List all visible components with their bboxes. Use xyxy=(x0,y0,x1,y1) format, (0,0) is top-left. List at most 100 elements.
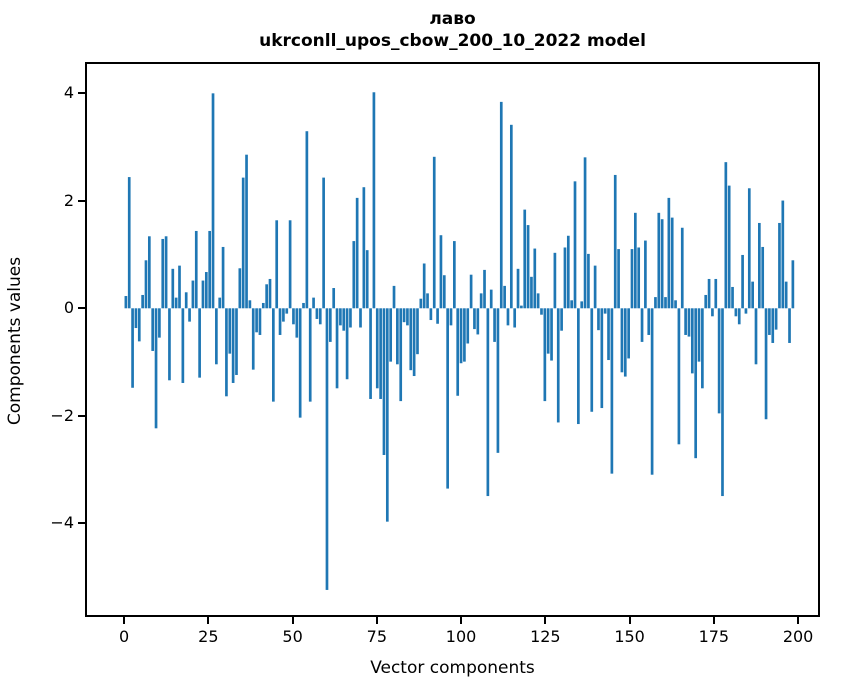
bar xyxy=(707,278,711,309)
bar xyxy=(630,249,634,309)
y-tick xyxy=(78,199,85,202)
bar xyxy=(231,308,235,383)
bar xyxy=(633,212,637,309)
bar xyxy=(620,308,624,373)
y-tick xyxy=(78,521,85,524)
bar xyxy=(536,293,540,309)
bar xyxy=(412,308,416,377)
bar xyxy=(261,302,265,309)
bar xyxy=(476,308,480,335)
bar xyxy=(375,308,379,389)
bar xyxy=(664,297,667,309)
bar xyxy=(211,93,215,309)
bar xyxy=(721,308,724,497)
bar xyxy=(184,292,188,309)
bar xyxy=(188,308,191,322)
bar xyxy=(147,236,151,309)
bar xyxy=(134,308,138,329)
bar xyxy=(365,250,369,309)
bar xyxy=(778,222,781,309)
y-axis-label: Components values xyxy=(5,256,25,426)
bar xyxy=(657,212,661,309)
bar xyxy=(174,297,178,309)
bar xyxy=(382,308,386,455)
bar xyxy=(697,308,701,362)
bar xyxy=(593,265,597,309)
bar xyxy=(178,265,181,309)
x-tick-label: 150 xyxy=(614,627,645,646)
x-tick-label: 50 xyxy=(282,627,303,646)
bar xyxy=(292,308,295,325)
chart-title: лаво xyxy=(429,9,476,29)
bar xyxy=(764,308,768,420)
bar xyxy=(208,230,212,309)
bar xyxy=(647,308,651,335)
bar xyxy=(600,308,604,409)
bar xyxy=(553,252,557,309)
bar xyxy=(788,308,791,343)
bar xyxy=(694,308,698,459)
bar xyxy=(556,308,560,423)
bar xyxy=(627,308,630,359)
bar xyxy=(751,281,754,309)
bar xyxy=(419,298,423,309)
bar xyxy=(597,308,600,331)
bar xyxy=(131,308,134,388)
bar xyxy=(587,253,590,309)
bar xyxy=(623,308,627,377)
x-tick xyxy=(375,617,378,624)
bar xyxy=(456,308,460,396)
bar xyxy=(221,246,225,309)
bar xyxy=(717,308,721,414)
bar xyxy=(429,308,433,321)
x-tick xyxy=(628,617,631,624)
bar xyxy=(560,308,563,331)
bar xyxy=(724,162,728,309)
bar xyxy=(201,280,205,309)
bar xyxy=(396,308,399,365)
bar xyxy=(520,305,523,309)
bar xyxy=(171,268,175,309)
bar xyxy=(583,157,587,309)
bar xyxy=(241,177,245,309)
bar xyxy=(530,276,533,309)
x-tick xyxy=(123,617,126,624)
bar xyxy=(463,308,466,362)
bar xyxy=(215,308,218,365)
bar xyxy=(225,308,228,397)
bar xyxy=(426,293,429,309)
bar xyxy=(272,308,275,402)
bar xyxy=(513,308,517,328)
bar xyxy=(479,293,483,309)
bar xyxy=(550,308,553,361)
bar xyxy=(315,308,319,319)
bar xyxy=(151,308,155,351)
bar xyxy=(704,294,708,309)
bar xyxy=(453,241,456,309)
bar xyxy=(278,308,282,335)
y-tick xyxy=(78,414,85,417)
x-tick xyxy=(712,617,715,624)
bar xyxy=(516,268,520,309)
x-axis-label: Vector components xyxy=(370,658,535,678)
bar xyxy=(402,308,406,323)
x-tick xyxy=(207,617,210,624)
y-tick-label: 0 xyxy=(63,298,74,318)
bar xyxy=(355,197,359,309)
x-tick-label: 0 xyxy=(118,627,130,646)
bar xyxy=(503,285,506,309)
bar xyxy=(335,308,339,389)
bar xyxy=(228,308,232,354)
bar xyxy=(670,217,674,309)
bar xyxy=(469,274,473,309)
bar xyxy=(781,200,785,309)
x-tick-label: 175 xyxy=(698,627,730,646)
bar xyxy=(144,260,148,309)
bar xyxy=(677,308,681,445)
bar xyxy=(385,308,389,522)
bar xyxy=(432,156,436,309)
x-tick xyxy=(291,617,294,624)
bar xyxy=(486,308,490,497)
bar xyxy=(308,308,312,402)
bar xyxy=(737,308,741,325)
